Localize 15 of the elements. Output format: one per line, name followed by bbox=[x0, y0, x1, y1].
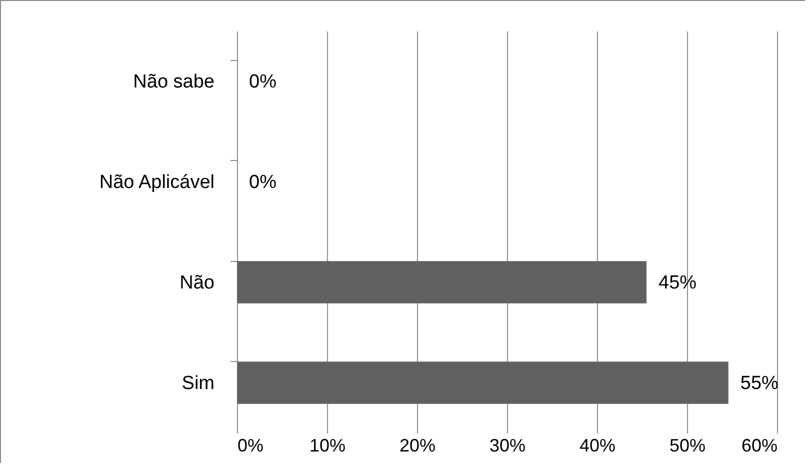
x-tick-label: 40% bbox=[579, 436, 616, 456]
x-tick-label: 60% bbox=[741, 436, 778, 456]
data-label: 55% bbox=[740, 372, 779, 394]
x-tick-label: 10% bbox=[309, 436, 346, 456]
y-tick-label: Não bbox=[180, 272, 214, 294]
y-tick-label: Não Aplicável bbox=[99, 172, 214, 193]
data-label: 45% bbox=[658, 272, 697, 294]
x-tick-label: 0% bbox=[238, 436, 264, 456]
data-label: 0% bbox=[249, 172, 277, 193]
y-tick-label: Não sabe bbox=[133, 71, 214, 92]
y-tick-label: Sim bbox=[182, 372, 214, 394]
x-tick-label: 50% bbox=[669, 436, 706, 456]
x-tick-label: 20% bbox=[399, 436, 436, 456]
data-label: 0% bbox=[249, 71, 277, 92]
x-tick-label: 30% bbox=[489, 436, 526, 456]
